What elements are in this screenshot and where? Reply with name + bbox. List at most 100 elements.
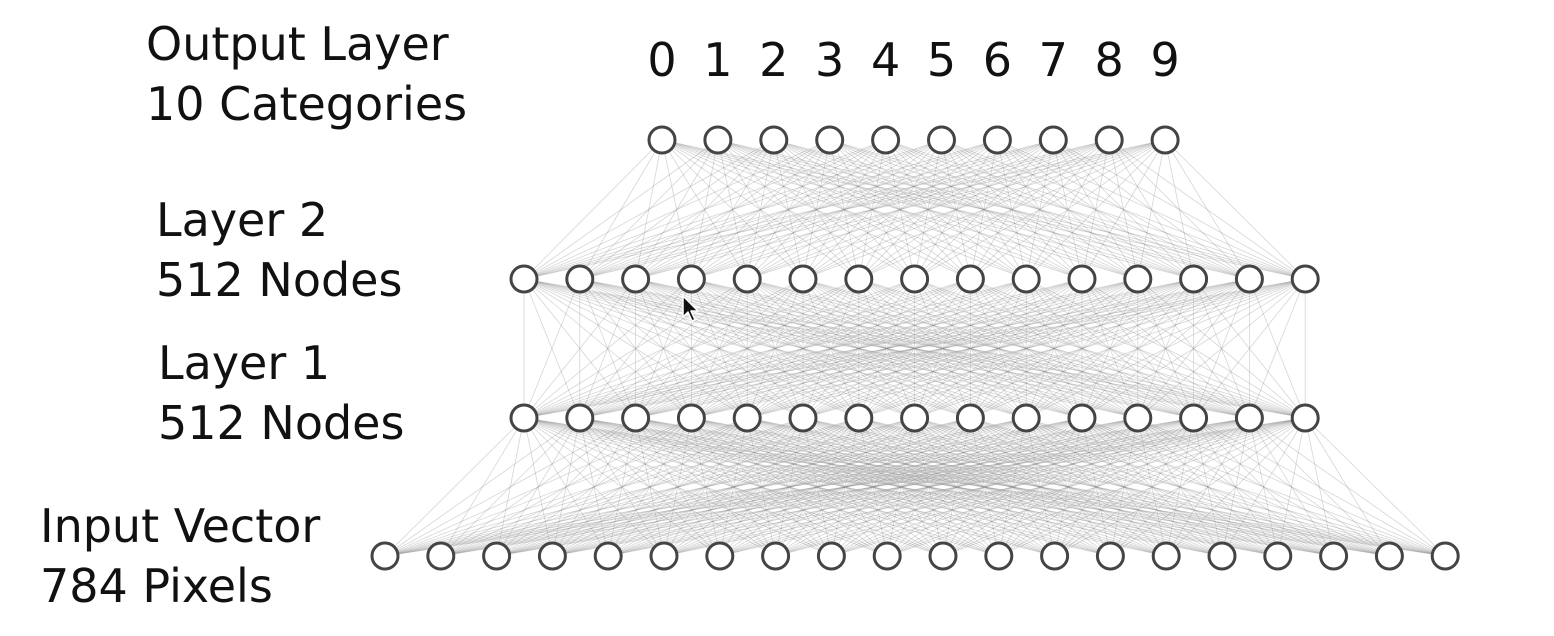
edge-layer1-4-to-layer2-2 bbox=[635, 278, 748, 419]
edge-input-18-to-layer1-4 bbox=[747, 417, 1390, 557]
edge-layer1-7-to-layer2-11 bbox=[914, 278, 1139, 419]
edge-layer1-14-to-layer2-12 bbox=[1193, 278, 1306, 419]
edge-input-14-to-layer1-10 bbox=[1081, 417, 1167, 557]
edge-layer1-9-to-layer2-1 bbox=[579, 278, 1027, 419]
edge-layer2-7-to-output-6 bbox=[914, 139, 998, 280]
edge-input-19-to-layer1-6 bbox=[858, 417, 1446, 557]
edge-input-6-to-layer1-4 bbox=[719, 417, 748, 557]
edge-input-0-to-layer1-7 bbox=[384, 417, 915, 557]
connection-edges bbox=[384, 139, 1446, 557]
edge-input-18-to-layer1-7 bbox=[914, 417, 1390, 557]
edge-input-5-to-layer1-9 bbox=[663, 417, 1027, 557]
edge-input-18-to-layer1-3 bbox=[691, 417, 1390, 557]
edge-layer1-6-to-layer2-8 bbox=[858, 278, 971, 419]
edge-input-18-to-layer1-11 bbox=[1137, 417, 1390, 557]
edge-layer2-6-to-output-6 bbox=[858, 139, 998, 280]
edge-layer1-1-to-layer2-9 bbox=[579, 278, 1027, 419]
edge-layer2-10-to-output-5 bbox=[941, 139, 1083, 280]
edge-layer1-14-to-layer2-4 bbox=[747, 278, 1306, 419]
edge-input-3-to-layer1-14 bbox=[552, 417, 1306, 557]
edge-input-13-to-layer1-0 bbox=[523, 417, 1111, 557]
edge-input-4-to-layer1-12 bbox=[608, 417, 1194, 557]
edge-layer1-0-to-layer2-2 bbox=[523, 278, 636, 419]
edge-layer1-9-to-layer2-7 bbox=[914, 278, 1027, 419]
edge-input-17-to-layer1-3 bbox=[691, 417, 1334, 557]
edge-input-13-to-layer1-10 bbox=[1081, 417, 1111, 557]
edge-layer2-6-to-output-9 bbox=[858, 139, 1166, 280]
edge-layer1-7-to-layer2-8 bbox=[914, 278, 971, 419]
edge-input-11-to-layer1-4 bbox=[747, 417, 999, 557]
edge-layer1-11-to-layer2-3 bbox=[691, 278, 1138, 419]
edge-input-8-to-layer1-6 bbox=[831, 417, 860, 557]
edge-input-11-to-layer1-1 bbox=[579, 417, 999, 557]
edge-layer2-14-to-output-5 bbox=[941, 139, 1306, 280]
edge-input-8-to-layer1-5 bbox=[802, 417, 832, 557]
edge-layer2-6-to-output-2 bbox=[773, 139, 860, 280]
edge-input-9-to-layer1-1 bbox=[579, 417, 888, 557]
edge-layer1-9-to-layer2-12 bbox=[1025, 278, 1194, 419]
edge-layer2-10-to-output-6 bbox=[997, 139, 1083, 280]
edge-layer2-5-to-output-3 bbox=[802, 139, 831, 280]
edge-input-18-to-layer1-13 bbox=[1249, 417, 1390, 557]
edge-layer1-2-to-layer2-9 bbox=[635, 278, 1027, 419]
edge-input-9-to-layer1-7 bbox=[886, 417, 915, 557]
edge-input-0-to-layer1-10 bbox=[384, 417, 1083, 557]
edge-layer2-5-to-output-2 bbox=[773, 139, 804, 280]
edge-input-3-to-layer1-2 bbox=[552, 417, 636, 557]
input-node-14 bbox=[1151, 541, 1181, 571]
edge-input-2-to-layer1-3 bbox=[496, 417, 692, 557]
edge-layer2-8-to-output-7 bbox=[970, 139, 1054, 280]
edge-layer2-0-to-output-6 bbox=[523, 139, 998, 280]
input-layer-size: 784 Pixels bbox=[40, 559, 273, 613]
edge-input-5-to-layer1-10 bbox=[663, 417, 1083, 557]
edge-layer1-12-to-layer2-0 bbox=[523, 278, 1194, 419]
edge-layer1-3-to-layer2-2 bbox=[635, 278, 692, 419]
edge-layer1-7-to-layer2-9 bbox=[914, 278, 1027, 419]
edge-input-7-to-layer1-13 bbox=[775, 417, 1250, 557]
edge-layer2-8-to-output-5 bbox=[941, 139, 971, 280]
edge-input-12-to-layer1-11 bbox=[1054, 417, 1139, 557]
edge-layer2-4-to-output-8 bbox=[747, 139, 1110, 280]
edge-input-17-to-layer1-7 bbox=[914, 417, 1334, 557]
edge-layer2-14-to-output-6 bbox=[997, 139, 1306, 280]
edge-input-16-to-layer1-9 bbox=[1026, 417, 1278, 557]
output-node-2 bbox=[759, 125, 789, 155]
edge-input-9-to-layer1-3 bbox=[691, 417, 888, 557]
edge-layer1-0-to-layer2-3 bbox=[523, 278, 692, 419]
edge-input-10-to-layer1-2 bbox=[635, 417, 944, 557]
input-node-18 bbox=[1374, 541, 1404, 571]
edge-input-14-to-layer1-3 bbox=[691, 417, 1167, 557]
edge-layer2-14-to-output-4 bbox=[885, 139, 1306, 280]
edge-input-0-to-layer1-1 bbox=[384, 417, 581, 557]
edge-layer1-0-to-layer2-6 bbox=[523, 278, 859, 419]
edge-layer1-6-to-layer2-3 bbox=[691, 278, 860, 419]
edge-layer1-4-to-layer2-1 bbox=[579, 278, 748, 419]
edge-input-4-to-layer1-7 bbox=[608, 417, 915, 557]
edge-input-3-to-layer1-9 bbox=[552, 417, 1027, 557]
edge-input-3-to-layer1-5 bbox=[552, 417, 804, 557]
edge-input-2-to-layer1-0 bbox=[496, 417, 525, 557]
edge-layer1-0-to-layer2-13 bbox=[523, 278, 1250, 419]
layer2-node-9 bbox=[1011, 264, 1041, 294]
edge-layer1-0-to-layer2-7 bbox=[523, 278, 915, 419]
edge-layer1-2-to-layer2-0 bbox=[523, 278, 636, 419]
edge-input-19-to-layer1-8 bbox=[970, 417, 1446, 557]
output-layer-size: 10 Categories bbox=[146, 77, 468, 131]
edge-input-0-to-layer1-14 bbox=[384, 417, 1306, 557]
input-node-17 bbox=[1319, 541, 1349, 571]
edge-input-17-to-layer1-6 bbox=[858, 417, 1334, 557]
edge-layer2-4-to-output-4 bbox=[746, 139, 886, 280]
edge-layer2-3-to-output-1 bbox=[691, 139, 719, 280]
input-node-13 bbox=[1095, 541, 1125, 571]
layer2-node-11 bbox=[1123, 264, 1153, 294]
edge-input-11-to-layer1-14 bbox=[998, 417, 1306, 557]
edge-layer1-1-to-layer2-12 bbox=[579, 278, 1194, 419]
edge-input-2-to-layer1-2 bbox=[496, 417, 636, 557]
edge-layer2-11-to-output-4 bbox=[885, 139, 1138, 280]
edge-layer1-9-to-layer2-13 bbox=[1025, 278, 1250, 419]
input-node-16 bbox=[1263, 541, 1293, 571]
edge-input-18-to-layer1-2 bbox=[635, 417, 1390, 557]
edge-input-11-to-layer1-3 bbox=[691, 417, 999, 557]
edge-layer2-1-to-output-0 bbox=[579, 139, 663, 280]
layer2-node-0 bbox=[509, 264, 539, 294]
